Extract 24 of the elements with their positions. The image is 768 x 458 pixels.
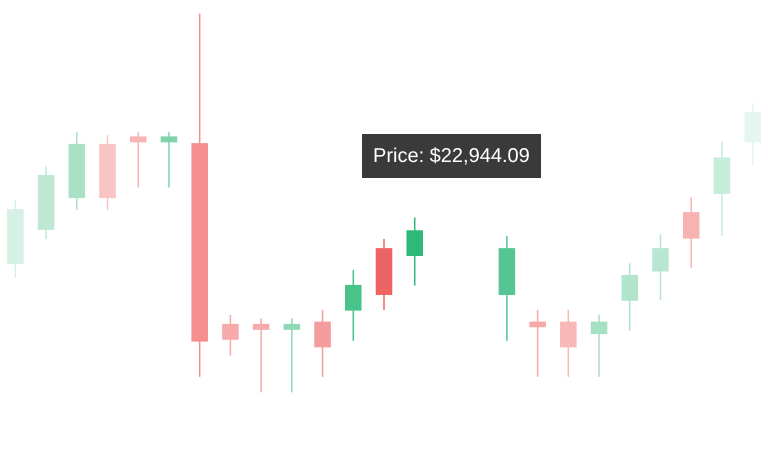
candlestick <box>498 235 516 342</box>
candlestick <box>68 131 86 211</box>
candlestick <box>714 140 730 237</box>
candlestick <box>682 196 700 269</box>
candlestick <box>222 314 239 356</box>
candlestick <box>160 131 178 188</box>
candlestick <box>314 309 331 378</box>
candlestick <box>130 131 147 188</box>
annotation: Price: $22,944.09 <box>373 145 530 167</box>
candlestick <box>99 134 116 211</box>
candlestick <box>284 318 300 394</box>
candlestick <box>345 269 362 342</box>
candlestick <box>590 314 608 378</box>
candlestick <box>652 233 669 301</box>
candlestick <box>252 318 270 394</box>
candlestick <box>621 262 638 332</box>
candlestick <box>38 166 54 240</box>
candlestick <box>406 216 423 286</box>
candlestick <box>376 238 392 311</box>
candlestick <box>7 199 24 278</box>
candlestick <box>560 309 577 378</box>
candlestick <box>191 12 208 378</box>
candlestick <box>529 309 546 378</box>
candlestick <box>744 102 761 167</box>
